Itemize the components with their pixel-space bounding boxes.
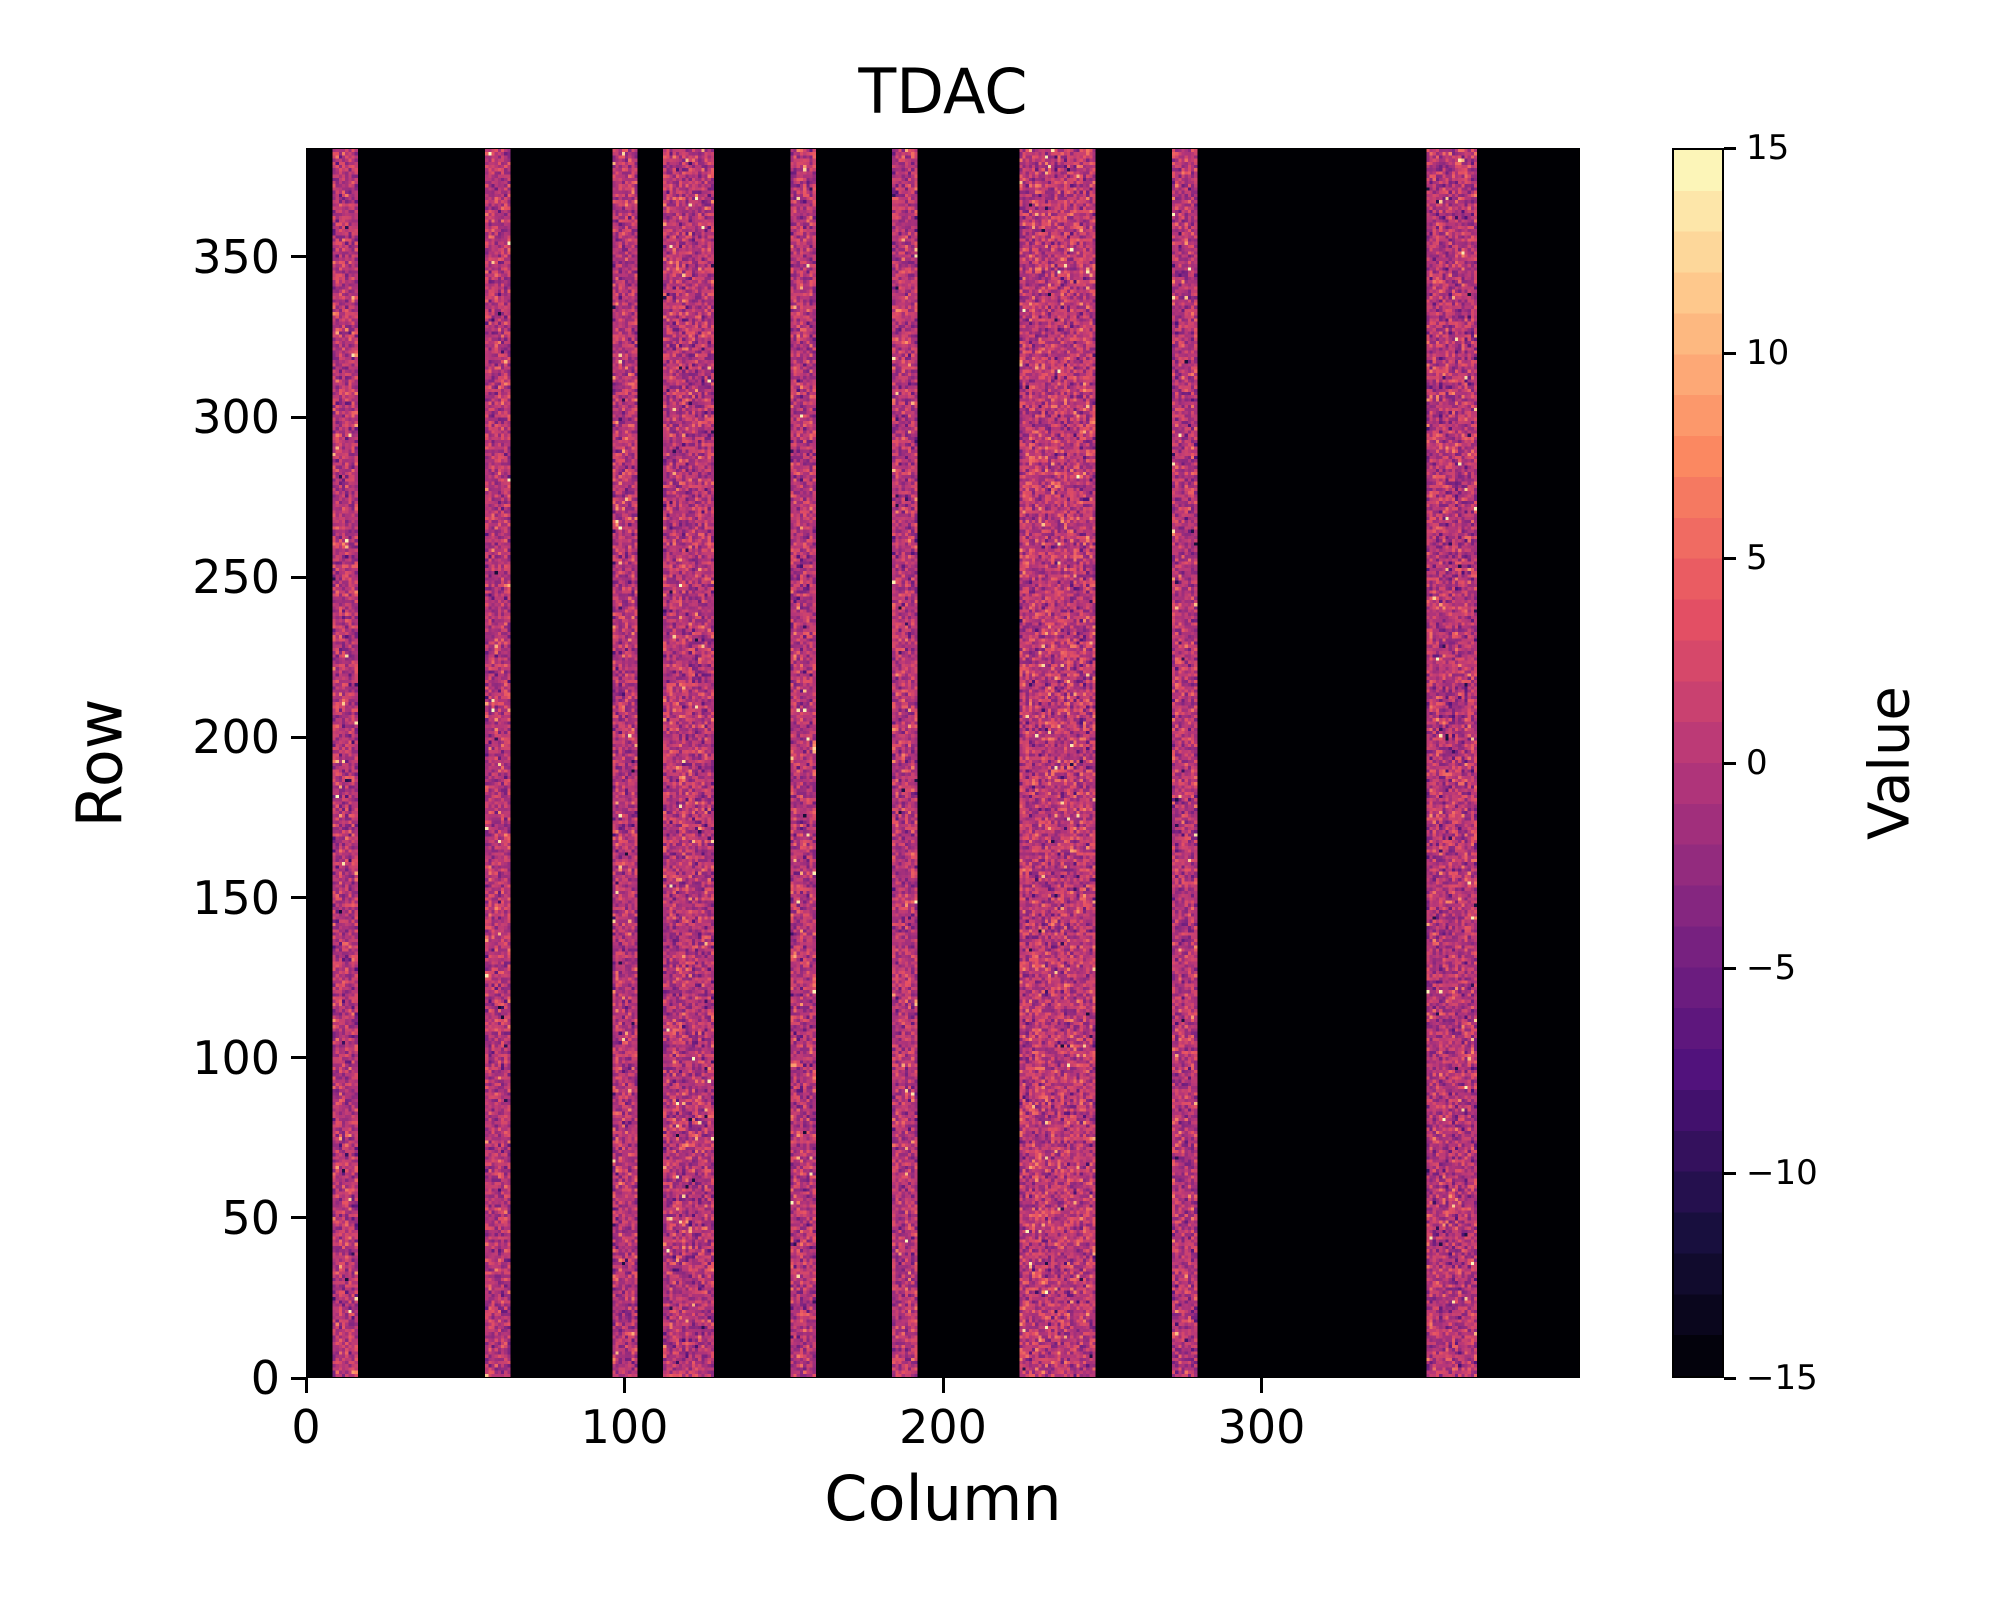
colorbar-canvas: [1674, 150, 1722, 1376]
y-tick-label: 50: [221, 1190, 280, 1245]
y-tick-label: 350: [192, 229, 280, 284]
y-tick-mark: [291, 896, 306, 900]
y-tick-label: 250: [192, 550, 280, 605]
x-tick-mark: [1260, 1378, 1263, 1393]
colorbar-tick-label: −15: [1746, 1358, 1818, 1398]
y-tick-mark: [291, 1056, 306, 1060]
x-tick-label: 100: [580, 1400, 669, 1454]
colorbar-tick-label: 15: [1746, 128, 1790, 168]
colorbar-tick-label: 10: [1746, 333, 1790, 373]
heatmap-canvas: [307, 149, 1579, 1377]
colorbar: [1672, 148, 1724, 1378]
colorbar-tick-label: −10: [1746, 1153, 1818, 1193]
y-axis-label: Row: [63, 698, 137, 828]
y-tick-label: 300: [192, 390, 280, 445]
x-tick-label: 200: [899, 1400, 987, 1454]
x-tick-mark: [304, 1378, 308, 1393]
x-tick-mark: [623, 1378, 626, 1393]
colorbar-tick-label: −5: [1746, 948, 1797, 988]
y-tick-mark: [291, 255, 306, 259]
y-tick-label: 100: [192, 1030, 280, 1085]
plot-title: TDAC: [858, 55, 1028, 128]
colorbar-tick-mark: [1724, 1376, 1736, 1380]
colorbar-tick-mark: [1724, 146, 1736, 150]
x-tick-label: 300: [1217, 1400, 1306, 1454]
y-tick-label: 0: [250, 1351, 280, 1405]
colorbar-label: Value: [1857, 686, 1923, 840]
y-tick-label: 200: [192, 710, 280, 765]
y-tick-mark: [291, 575, 306, 579]
y-tick-mark: [291, 1216, 306, 1220]
x-axis-label: Column: [824, 1462, 1062, 1535]
colorbar-tick-label: 0: [1746, 743, 1768, 783]
colorbar-tick-mark: [1724, 351, 1736, 355]
x-tick-mark: [941, 1378, 945, 1393]
x-tick-label: 0: [291, 1400, 321, 1454]
y-tick-mark: [291, 1376, 306, 1380]
colorbar-tick-mark: [1724, 556, 1736, 560]
y-tick-mark: [291, 415, 306, 419]
colorbar-tick-mark: [1724, 1171, 1736, 1175]
y-tick-mark: [291, 735, 306, 739]
y-tick-label: 150: [192, 870, 280, 925]
colorbar-tick-label: 5: [1746, 538, 1768, 578]
colorbar-tick-mark: [1724, 966, 1736, 970]
heatmap-plot-area: [306, 148, 1580, 1378]
colorbar-tick-mark: [1724, 761, 1736, 765]
